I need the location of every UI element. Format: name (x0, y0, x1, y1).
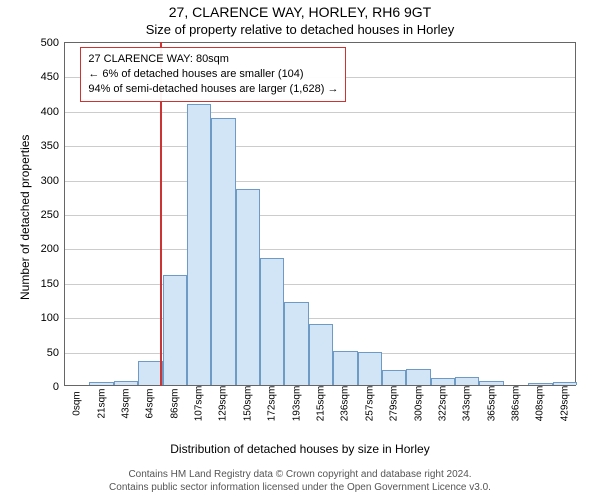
annotation-line: 94% of semi-detached houses are larger (… (88, 82, 338, 97)
ytick-label: 450 (41, 71, 59, 83)
annotation-line: 27 CLARENCE WAY: 80sqm (88, 52, 338, 67)
plot-area: 0501001502002503003504004505000sqm21sqm4… (64, 42, 576, 386)
footer-attribution: Contains HM Land Registry data © Crown c… (0, 468, 600, 494)
histogram-bar (236, 189, 260, 385)
grid-line (65, 146, 575, 147)
ytick-label: 0 (53, 381, 59, 393)
grid-line (65, 318, 575, 319)
ytick-label: 50 (47, 347, 59, 359)
y-axis-label: Number of detached properties (18, 135, 32, 300)
annotation-box: 27 CLARENCE WAY: 80sqm← 6% of detached h… (80, 47, 346, 102)
xtick-label: 429sqm (547, 380, 583, 391)
ytick-label: 400 (41, 106, 59, 118)
grid-line (65, 181, 575, 182)
grid-line (65, 249, 575, 250)
histogram-bar (260, 258, 284, 385)
chart-supertitle: 27, CLARENCE WAY, HORLEY, RH6 9GT (0, 4, 600, 20)
histogram-bar (284, 302, 308, 385)
ytick-label: 150 (41, 278, 59, 290)
footer-line-1: Contains HM Land Registry data © Crown c… (0, 468, 600, 481)
footer-line-2: Contains public sector information licen… (0, 481, 600, 494)
x-axis-label: Distribution of detached houses by size … (0, 442, 600, 456)
ytick-label: 100 (41, 312, 59, 324)
ytick-label: 250 (41, 209, 59, 221)
ytick-label: 200 (41, 243, 59, 255)
ytick-label: 350 (41, 140, 59, 152)
annotation-line: ← 6% of detached houses are smaller (104… (88, 67, 338, 82)
histogram-bar (211, 118, 235, 385)
histogram-bar (309, 324, 333, 385)
grid-line (65, 284, 575, 285)
histogram-bar (163, 275, 187, 385)
ytick-label: 500 (41, 37, 59, 49)
grid-line (65, 112, 575, 113)
chart-subtitle: Size of property relative to detached ho… (0, 22, 600, 37)
grid-line (65, 215, 575, 216)
chart-container: 27, CLARENCE WAY, HORLEY, RH6 9GT Size o… (0, 0, 600, 500)
ytick-label: 300 (41, 175, 59, 187)
histogram-bar (187, 104, 211, 385)
